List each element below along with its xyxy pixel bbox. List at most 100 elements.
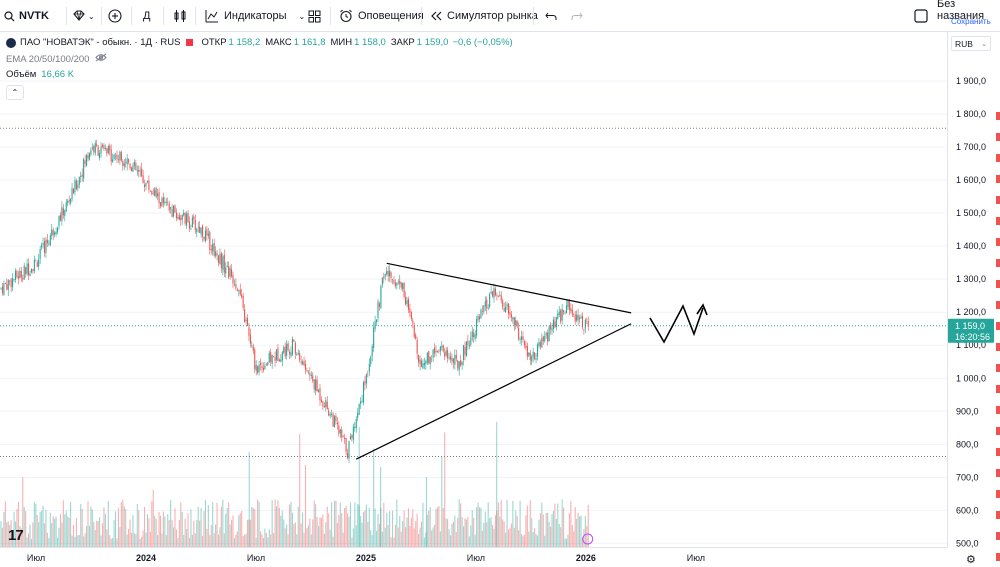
- candle-body: [481, 311, 483, 312]
- candle-body: [331, 414, 333, 416]
- candle-body: [51, 229, 53, 237]
- volume-bar: [23, 507, 25, 547]
- trend-line[interactable]: [355, 323, 632, 460]
- volume-bar: [116, 538, 118, 547]
- candle-body: [431, 358, 433, 360]
- save-status[interactable]: Сохранить: [951, 17, 991, 26]
- candle-body: [233, 284, 235, 285]
- alerts-button[interactable]: Оповещения: [339, 0, 424, 32]
- candle-body: [518, 327, 520, 340]
- volume-bar: [193, 520, 195, 547]
- indicators-button[interactable]: Индикаторы ⌄: [205, 0, 305, 32]
- redo-button[interactable]: [571, 0, 583, 32]
- volume-bar: [97, 520, 99, 547]
- symbol-legend[interactable]: ПАО "НОВАТЭК" - обыкн. · 1Д · RUS ОТКР 1…: [6, 37, 513, 48]
- candle-body: [145, 182, 147, 187]
- price-tick-label: 900,0: [956, 406, 979, 416]
- volume-bar: [571, 525, 573, 547]
- candle-body: [312, 375, 314, 382]
- volume-bar: [345, 506, 347, 547]
- candle-body: [499, 295, 501, 296]
- volume-bar: [258, 501, 260, 547]
- price-scale[interactable]: 1 900,0 1 800,0 1 700,0 1 600,0 1 500,0 1 400…: [956, 76, 986, 548]
- price-chart[interactable]: 1 900,0 1 800,0 1 700,0 1 600,0 1 500,0 1 400…: [0, 32, 1000, 567]
- symbol-search-button[interactable]: NVTK: [4, 0, 66, 32]
- candle-body: [361, 400, 363, 402]
- candles[interactable]: [0, 140, 589, 464]
- candle-body: [74, 180, 76, 193]
- volume-bar: [532, 531, 534, 547]
- volume-bar: [309, 518, 311, 547]
- candle-body: [223, 254, 225, 273]
- replay-button[interactable]: Симулятор рынка: [430, 0, 538, 32]
- candle-body: [338, 425, 340, 434]
- candle-body: [236, 289, 238, 292]
- candle-body: [46, 239, 48, 244]
- alerts-presets-button[interactable]: ⌄: [72, 0, 95, 32]
- candle-body: [319, 388, 321, 401]
- drawings[interactable]: [355, 262, 708, 460]
- time-tick-label: Июл: [247, 553, 265, 563]
- volume-bar: [518, 530, 520, 547]
- volume-bar: [133, 533, 135, 547]
- volume-bar: [132, 514, 134, 547]
- time-scale[interactable]: Июл 2024 Июл 2025 Июл 2026 Июл: [27, 533, 705, 563]
- candle-body: [265, 363, 267, 365]
- volume-bar: [510, 523, 512, 547]
- candle-body: [523, 341, 525, 346]
- candle-body: [442, 344, 444, 352]
- volume-bar: [435, 509, 437, 547]
- undo-button[interactable]: [545, 0, 557, 32]
- candle-body: [529, 352, 531, 361]
- volume-bar: [316, 517, 318, 547]
- interval-button[interactable]: Д: [143, 0, 150, 32]
- candle-body: [16, 270, 18, 278]
- price-tick-label: 600,0: [956, 505, 979, 515]
- compare-add-button[interactable]: [108, 0, 122, 32]
- layout-checkbox[interactable]: [914, 0, 928, 32]
- candle-body: [458, 361, 460, 371]
- volume-bar: [178, 519, 180, 547]
- candle-body: [584, 319, 586, 329]
- ema-legend[interactable]: EMA 20/50/100/200: [6, 53, 108, 65]
- projection-zigzag[interactable]: [649, 304, 704, 344]
- layout-name[interactable]: Без названия: [937, 0, 985, 22]
- volume-bar: [236, 531, 238, 547]
- low-label: МИН: [330, 37, 353, 48]
- candle-body: [387, 270, 389, 277]
- chart-type-button[interactable]: [173, 0, 187, 32]
- candle-body: [564, 312, 566, 314]
- candle-body: [42, 243, 44, 245]
- trend-line[interactable]: [386, 262, 632, 314]
- volume-bar: [464, 518, 466, 547]
- volume-bar: [515, 510, 517, 547]
- volume-legend[interactable]: Объём 16,66 K: [6, 69, 74, 80]
- gear-icon[interactable]: ⚙: [966, 554, 976, 566]
- volume-bar: [333, 500, 336, 547]
- candle-body: [579, 317, 581, 320]
- candle-body: [152, 193, 154, 195]
- candle-body: [286, 344, 288, 356]
- collapse-legend-button[interactable]: ⌃: [6, 85, 24, 100]
- volume-bar: [167, 514, 169, 547]
- candle-body: [348, 441, 350, 459]
- volume-bar: [484, 511, 486, 547]
- volume-bar: [332, 536, 334, 547]
- volume-bar: [420, 521, 423, 547]
- layout-grid-button[interactable]: [308, 0, 321, 32]
- volume-bar: [33, 501, 35, 547]
- tradingview-logo[interactable]: 17: [8, 527, 24, 544]
- volume-bar: [490, 517, 492, 547]
- volume-bar: [381, 531, 383, 547]
- volume-bar: [42, 505, 44, 547]
- candle-body: [36, 261, 38, 267]
- volume-bar: [210, 524, 212, 547]
- edge-dash: [996, 238, 1000, 246]
- candle-body: [457, 360, 459, 369]
- candle-body: [183, 212, 185, 216]
- eye-hidden-icon[interactable]: [95, 53, 108, 65]
- volume-bar: [228, 502, 230, 547]
- horizontal-levels[interactable]: [0, 127, 947, 458]
- currency-selector[interactable]: RUB ⌄: [951, 36, 991, 51]
- volume-bar: [481, 530, 483, 547]
